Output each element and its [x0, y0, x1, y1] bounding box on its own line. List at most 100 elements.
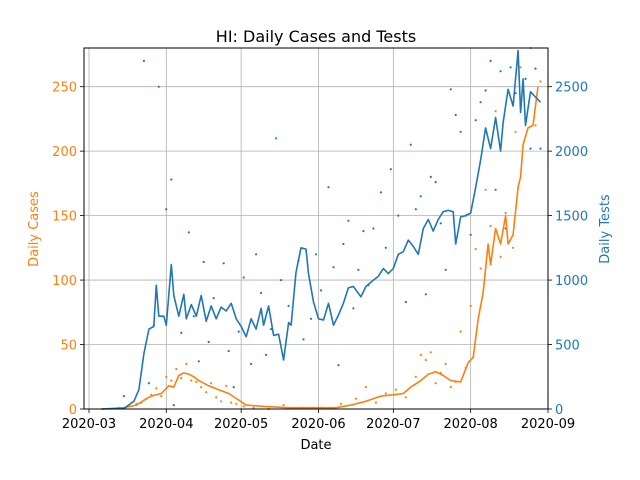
tests-point: [227, 349, 230, 353]
cases-point: [434, 382, 437, 385]
cases-point: [354, 397, 357, 400]
cases-point: [449, 386, 452, 389]
left-tick-label: 200: [52, 145, 77, 160]
tests-point: [147, 382, 150, 385]
cases-point: [469, 304, 472, 307]
right-axis-label: Daily Tests: [598, 194, 613, 264]
tests-point: [122, 395, 125, 398]
x-tick-label: 2020-09: [521, 417, 575, 432]
tests-point: [362, 230, 365, 233]
cases-point: [489, 224, 492, 227]
cases-point: [419, 353, 422, 356]
cases-point: [494, 110, 497, 113]
tests-point: [419, 195, 422, 198]
tests-point: [529, 147, 532, 150]
tests-point: [414, 208, 417, 211]
tests-point: [384, 246, 387, 249]
tests-point: [397, 214, 400, 217]
tests-point: [434, 181, 437, 184]
tests-point: [187, 231, 190, 234]
left-tick-label: 50: [60, 339, 77, 354]
tests-point: [332, 266, 335, 269]
tests-point: [180, 331, 183, 334]
tests-point: [509, 66, 512, 69]
cases-point: [384, 392, 387, 395]
cases-point: [514, 130, 517, 133]
tests-point: [347, 219, 350, 222]
tests-point: [255, 253, 258, 256]
cases-point: [519, 66, 522, 69]
tests-point: [379, 191, 382, 194]
tests-point: [424, 293, 427, 296]
x-tick-label: 2020-06: [291, 417, 345, 432]
cases-point: [195, 380, 198, 383]
tests-point: [142, 59, 145, 63]
tests-point: [280, 279, 283, 282]
cases-point: [175, 367, 178, 371]
cases-line: [101, 86, 539, 410]
cases-point: [220, 400, 223, 403]
tests-point: [202, 260, 205, 264]
cases-point: [484, 188, 487, 191]
cases-point: [225, 384, 228, 387]
tests-point: [489, 59, 492, 63]
tests-point: [314, 253, 318, 256]
cases-point: [474, 248, 477, 251]
tests-point: [409, 143, 412, 146]
x-tick-label: 2020-08: [444, 417, 498, 432]
cases-point: [339, 402, 342, 405]
axes: 2020-03 2020-04 2020-05 2020-06 2020-07 2020-…: [52, 81, 588, 432]
cases-point: [230, 401, 233, 404]
tests-point: [439, 222, 442, 225]
tests-point: [327, 186, 330, 189]
cases-point: [185, 362, 188, 365]
cases-point: [364, 386, 367, 389]
cases-point: [429, 351, 432, 354]
cases-point: [394, 388, 397, 391]
cases-point: [160, 395, 163, 398]
cases-point: [511, 246, 515, 249]
tests-point: [192, 315, 195, 318]
tests-point: [484, 89, 487, 92]
cases-point: [534, 124, 537, 127]
tests-point: [275, 137, 278, 140]
left-axis-label: Daily Cases: [27, 191, 42, 267]
cases-point: [404, 396, 407, 399]
tests-point: [319, 289, 323, 292]
tests-point: [222, 262, 225, 265]
tests-point: [237, 330, 240, 333]
tests-point: [539, 147, 542, 150]
tests-point: [389, 168, 392, 171]
tests-point: [444, 268, 447, 271]
series-layer: [101, 46, 542, 411]
tests-point: [474, 119, 477, 122]
tests-point: [449, 88, 452, 91]
left-tick-label: 100: [52, 274, 77, 289]
x-tick-label: 2020-05: [214, 417, 268, 432]
tests-point: [404, 300, 407, 304]
cases-point: [235, 402, 238, 405]
left-tick-label: 250: [52, 81, 77, 96]
cases-point: [374, 401, 377, 404]
left-tick-label: 150: [52, 210, 77, 225]
plot-frame: [83, 47, 549, 410]
tests-point: [207, 340, 210, 344]
tests-point: [260, 291, 263, 295]
tests-point: [534, 67, 537, 70]
tests-line: [101, 49, 542, 410]
cases-point: [210, 382, 213, 385]
cases-point: [155, 387, 158, 390]
x-tick-label: 2020-03: [62, 417, 116, 432]
tests-point: [524, 77, 527, 80]
cases-point: [170, 379, 173, 382]
tests-point: [309, 317, 313, 320]
tests-point: [352, 307, 355, 310]
cases-point: [180, 377, 183, 380]
right-tick-label: 1000: [555, 274, 588, 289]
cases-point: [499, 255, 502, 258]
cases-point: [205, 391, 208, 394]
tests-point: [469, 233, 472, 236]
right-tick-label: 2000: [555, 145, 588, 160]
